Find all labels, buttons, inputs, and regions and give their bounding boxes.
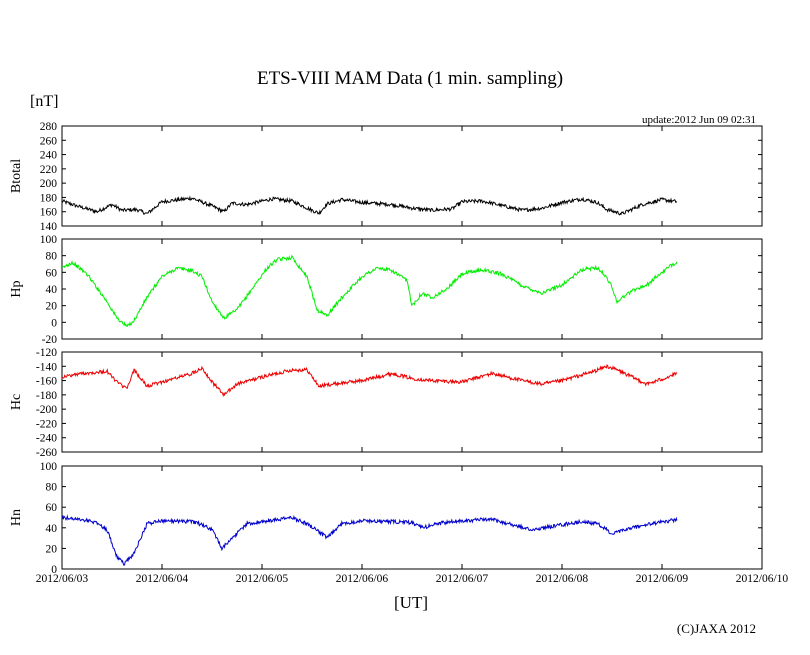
panel-label-btotal: Btotal xyxy=(9,159,24,193)
y-tick-label: 240 xyxy=(40,150,58,162)
x-tick-label: 2012/06/06 xyxy=(336,573,389,585)
copyright-text: (C)JAXA 2012 xyxy=(677,621,756,636)
x-tick-label: 2012/06/05 xyxy=(236,573,289,585)
y-tick-label: -180 xyxy=(36,390,57,402)
panel-hn: 100 80 60 40 20 0 Hn xyxy=(9,461,763,576)
series-line-hc xyxy=(61,364,678,398)
panel-btotal: 280 260 240 220 200 180 160 140 Btotal xyxy=(9,121,763,233)
y-tick-label: -240 xyxy=(36,433,57,445)
panels-group: 280260240220200180160140Btotal1008060402… xyxy=(9,121,763,576)
x-tick-label: 2012/06/10 xyxy=(736,573,789,585)
y-tick-label: 260 xyxy=(40,135,58,147)
y-tick-label: -140 xyxy=(36,361,57,373)
y-tick-label: 280 xyxy=(40,121,58,133)
panel-label-hc: Hc xyxy=(9,394,24,410)
y-tick-label: 220 xyxy=(40,164,58,176)
y-tick-label: 40 xyxy=(46,523,58,535)
x-axis: 2012/06/03 2012/06/04 2012/06/05 2012/06/06… xyxy=(36,573,789,585)
y-tick-label: -260 xyxy=(36,447,57,459)
y-tick-label: 100 xyxy=(40,461,58,473)
y-tick-label: 100 xyxy=(40,234,58,246)
y-tick-label: 200 xyxy=(40,178,58,190)
y-tick-label: 80 xyxy=(46,482,58,494)
y-tick-label: 20 xyxy=(46,301,58,313)
unit-label: [nT] xyxy=(30,93,58,110)
y-tick-label: 60 xyxy=(46,502,58,514)
x-tick-label: 2012/06/03 xyxy=(36,573,89,585)
series-line-hp xyxy=(61,254,678,327)
x-tick-label: 2012/06/07 xyxy=(436,573,489,585)
panel-label-hp: Hp xyxy=(9,280,24,297)
panel-hc: -120 -140 -160 -180 -200 -220 -240 -260 Hc xyxy=(9,347,763,459)
y-tick-label: 0 xyxy=(51,564,57,576)
update-timestamp: update:2012 Jun 09 02:31 xyxy=(642,114,756,126)
y-tick-label: -20 xyxy=(42,334,58,346)
x-tick-label: 2012/06/08 xyxy=(536,573,589,585)
y-tick-label: 20 xyxy=(46,543,58,555)
panel-frame xyxy=(61,465,763,570)
panel-frame xyxy=(61,125,763,227)
y-tick-label: 0 xyxy=(51,317,57,329)
panel-hp: 100 80 60 40 20 0 -20 Hp xyxy=(9,234,763,346)
panel-frame xyxy=(61,351,763,453)
y-tick-label: 40 xyxy=(46,284,58,296)
y-tick-label: 60 xyxy=(46,267,58,279)
y-tick-label: 140 xyxy=(40,221,58,233)
x-axis-label: [UT] xyxy=(394,593,428,612)
panel-frame xyxy=(61,238,763,340)
series-line-btotal xyxy=(61,195,678,216)
chart-title: ETS-VIII MAM Data (1 min. sampling) xyxy=(257,68,563,89)
y-tick-label: -220 xyxy=(36,418,57,430)
y-tick-label: 160 xyxy=(40,207,58,219)
y-tick-label: -200 xyxy=(36,404,57,416)
x-tick-label: 2012/06/09 xyxy=(636,573,689,585)
series-line-hn xyxy=(61,514,678,567)
panel-label-hn: Hn xyxy=(9,509,24,526)
y-tick-label: 180 xyxy=(40,192,58,204)
y-tick-label: -160 xyxy=(36,376,57,388)
x-tick-label: 2012/06/04 xyxy=(136,573,189,585)
y-tick-label: -120 xyxy=(36,347,57,359)
y-tick-label: 80 xyxy=(46,251,58,263)
